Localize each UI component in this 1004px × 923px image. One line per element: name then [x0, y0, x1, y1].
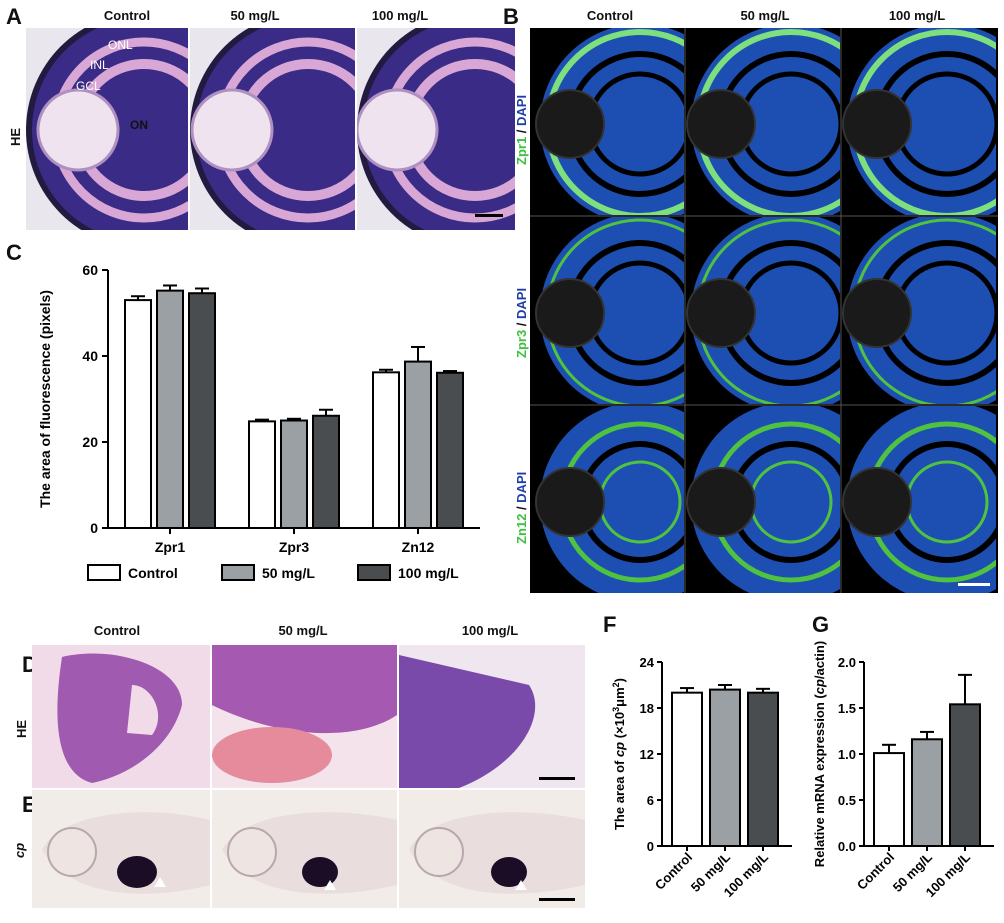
y-tick-label: 1.5 [838, 701, 856, 716]
row-label-cp: cp [12, 842, 27, 858]
legend-swatch [87, 564, 121, 581]
bar [747, 691, 779, 847]
annotation-onl: ONL [108, 38, 133, 52]
y-tick-label: 40 [82, 348, 98, 364]
annotation-inl: INL [90, 58, 109, 72]
panel-letter-g: G [812, 612, 830, 637]
bar [436, 371, 464, 529]
chart-g: 0.0 0.5 1.0 1.5 2.0 Relative mRNA expression … [812, 641, 994, 900]
scale-bar [539, 898, 575, 901]
bar [709, 688, 741, 847]
bar [156, 289, 184, 529]
y-tick-label: 0.5 [838, 793, 856, 808]
bar [949, 703, 981, 847]
column-label-control: Control [586, 8, 634, 23]
annotation-gcl: GCL [76, 79, 101, 93]
y-tick-label: 0.0 [838, 839, 856, 854]
x-tick-label: Zn12 [402, 539, 435, 555]
larva-cp-control [32, 790, 210, 908]
liver-he-control [32, 645, 210, 788]
scale-bar [539, 777, 575, 780]
y-tick-label: 12 [640, 747, 654, 762]
y-tick-label: 0 [647, 839, 654, 854]
bar [671, 691, 703, 847]
column-label-100mg: 100 mg/L [371, 8, 429, 23]
bar [911, 738, 943, 847]
x-tick-label: Zpr3 [279, 539, 310, 555]
row-label-he: HE [14, 719, 29, 738]
larva-cp-50mg [212, 790, 397, 908]
y-tick-label: 60 [82, 262, 98, 278]
chart-c: 0 20 40 60 The area of fluorescence (pixels)… [37, 262, 480, 581]
legend-swatch [357, 564, 391, 581]
annotation-on: ON [130, 118, 148, 132]
y-tick-label: 18 [640, 701, 654, 716]
bar [280, 419, 308, 529]
legend-label: Control [128, 565, 178, 581]
panel-letter-a: A [6, 4, 22, 29]
column-label-50mg: 50 mg/L [278, 623, 328, 638]
bar [124, 299, 152, 529]
column-label-control: Control [103, 8, 151, 23]
column-label-50mg: 50 mg/L [230, 8, 280, 23]
y-axis-label: The area of cp (×103μm2) [611, 678, 627, 830]
y-axis-label: The area of fluorescence (pixels) [37, 290, 53, 508]
x-tick-label: Zpr1 [155, 539, 186, 555]
y-tick-label: 24 [640, 655, 655, 670]
bar [188, 292, 216, 529]
column-label-50mg: 50 mg/L [740, 8, 790, 23]
panel-letter-c: C [6, 240, 22, 265]
row-label-he: HE [8, 127, 23, 146]
retina-he-100mg [357, 28, 515, 230]
scale-bar [475, 214, 503, 217]
row-label-zn12: Zn12 / DAPI [514, 471, 529, 544]
bar [248, 420, 276, 529]
panel-letter-f: F [603, 612, 617, 637]
liver-he-100mg [399, 645, 585, 788]
legend-label: 50 mg/L [262, 565, 315, 581]
column-label-100mg: 100 mg/L [888, 8, 946, 23]
retina-he-control [26, 28, 188, 230]
panel-letter-b: B [503, 4, 519, 29]
fluorescence-grid [530, 28, 998, 593]
bar [873, 752, 905, 847]
row-label-zpr3: Zpr3 / DAPI [514, 287, 529, 358]
y-tick-label: 1.0 [838, 747, 856, 762]
column-label-100mg: 100 mg/L [461, 623, 519, 638]
bar [372, 371, 400, 529]
retina-he-50mg [190, 28, 355, 230]
y-tick-label: 20 [82, 434, 98, 450]
liver-he-50mg [212, 645, 397, 788]
column-label-control: Control [93, 623, 141, 638]
row-label-zpr1: Zpr1 / DAPI [514, 94, 529, 165]
legend-label: 100 mg/L [398, 565, 459, 581]
y-tick-label: 0 [90, 520, 98, 536]
y-tick-label: 6 [647, 793, 654, 808]
y-axis-label: Relative mRNA expression (cp/actin) [812, 641, 827, 867]
bar [404, 360, 432, 529]
legend-swatch [221, 564, 255, 581]
larva-cp-100mg [399, 790, 585, 908]
y-tick-label: 2.0 [838, 655, 856, 670]
bar [312, 414, 340, 530]
